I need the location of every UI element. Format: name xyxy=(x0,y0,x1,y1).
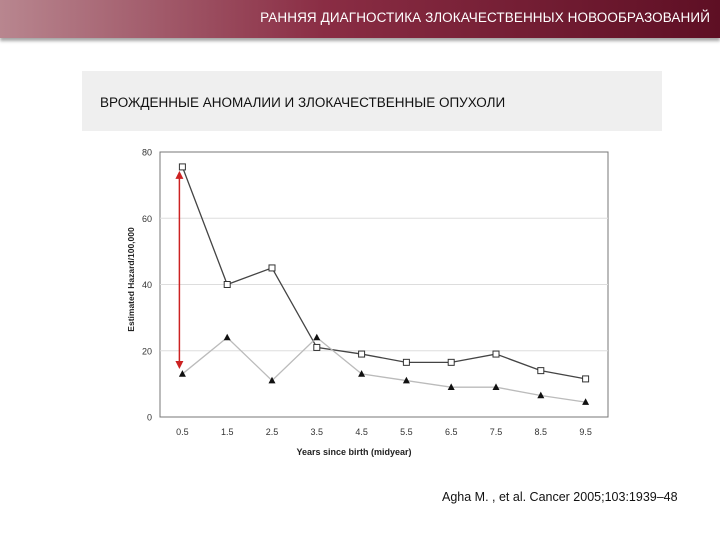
y-tick-label: 60 xyxy=(142,214,152,224)
annotation-arrowhead-top xyxy=(175,170,184,179)
series-2-point xyxy=(268,376,276,384)
y-tick-label: 0 xyxy=(147,413,152,423)
x-tick-label: 0.5 xyxy=(176,427,189,437)
series-2-point xyxy=(178,370,186,377)
x-tick-label: 6.5 xyxy=(445,427,458,437)
y-tick-label: 40 xyxy=(142,280,152,290)
series-line-1 xyxy=(181,166,586,380)
x-tick-label: 1.5 xyxy=(221,427,234,437)
slide-subtitle: ВРОЖДЕННЫЕ АНОМАЛИИ И ЗЛОКАЧЕСТВЕННЫЕ ОП… xyxy=(100,95,506,110)
series-1-point xyxy=(178,163,186,171)
y-tick-label: 20 xyxy=(142,346,152,356)
series-1-point xyxy=(537,367,545,375)
series-2-point xyxy=(313,333,321,341)
annotation-arrowhead-bottom xyxy=(175,360,184,369)
header-bar: РАННЯЯ ДИАГНОСТИКА ЗЛОКАЧЕСТВЕННЫХ НОВОО… xyxy=(0,0,720,38)
series-2-point xyxy=(402,376,410,384)
x-tick-label: 5.5 xyxy=(400,427,413,437)
y-tick-label: 80 xyxy=(142,148,152,158)
series-1-point xyxy=(582,375,590,383)
series-2-point xyxy=(582,398,590,405)
series-2-point xyxy=(537,391,545,399)
series-1-point xyxy=(313,343,321,351)
series-1-point xyxy=(358,350,366,358)
x-tick-label: 4.5 xyxy=(355,427,368,437)
series-1-point xyxy=(268,264,276,272)
series-2-point xyxy=(447,383,455,390)
x-tick-label: 8.5 xyxy=(535,427,548,437)
series-line-2 xyxy=(181,336,586,403)
series-2-point xyxy=(223,333,231,341)
hazard-line-chart: 0 20 40 60 80 0.5 1.5 2.5 3.5 4.5 5.5 6.5 7.5 8.5 9.5 Y… xyxy=(126,148,609,457)
x-tick-label: 7.5 xyxy=(490,427,503,437)
series-2-point xyxy=(492,383,500,390)
x-tick-label: 3.5 xyxy=(311,427,324,437)
x-axis-label: Years since birth (midyear) xyxy=(296,447,411,457)
x-tick-label: 9.5 xyxy=(579,427,592,437)
x-tick-label: 2.5 xyxy=(266,427,279,437)
header-title: РАННЯЯ ДИАГНОСТИКА ЗЛОКАЧЕСТВЕННЫХ НОВОО… xyxy=(260,10,710,25)
y-axis-label: Estimated Hazard/100,000 xyxy=(126,227,136,332)
subtitle-box: ВРОЖДЕННЫЕ АНОМАЛИИ И ЗЛОКАЧЕСТВЕННЫЕ ОП… xyxy=(82,71,662,131)
series-1-point xyxy=(492,350,500,358)
series-1-point xyxy=(402,358,410,366)
citation: Agha M. , et al. Cancer 2005;103:1939–48 xyxy=(442,490,678,504)
series-2-point xyxy=(358,370,366,377)
series-1-point xyxy=(447,358,455,366)
series-1-point xyxy=(223,281,231,288)
